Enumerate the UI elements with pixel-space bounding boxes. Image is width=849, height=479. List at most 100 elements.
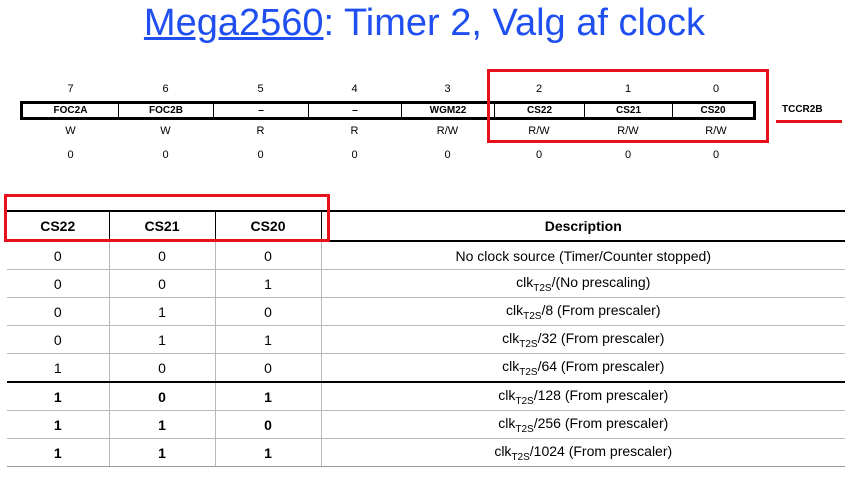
initial-value: 0 bbox=[257, 149, 264, 161]
initial-value: 0 bbox=[67, 149, 74, 161]
cell-cs21: 1 bbox=[109, 410, 216, 439]
bit-number: 2 bbox=[535, 83, 543, 95]
bit-number: 3 bbox=[444, 83, 451, 95]
initial-value: 0 bbox=[162, 149, 169, 161]
clk-text: clk bbox=[498, 414, 516, 431]
table-row: 1 1 1 clkT2S/1024 (From prescaler) bbox=[7, 438, 845, 467]
bit-name-reserved: – bbox=[309, 104, 402, 117]
cell-cs20: 1 bbox=[215, 325, 322, 354]
table-row: 1 0 1 clkT2S/128 (From prescaler) bbox=[7, 381, 845, 411]
clk-subscript: T2S bbox=[523, 310, 542, 322]
table-row: 0 1 0 clkT2S/8 (From prescaler) bbox=[7, 297, 845, 326]
cell-description: clkT2S/32 (From prescaler) bbox=[321, 325, 845, 354]
cell-cs20: 0 bbox=[215, 297, 322, 326]
rw-value: R/W bbox=[617, 125, 639, 137]
register-name: TCCR2B bbox=[782, 104, 823, 115]
initial-value: 0 bbox=[712, 149, 720, 161]
clk-text: clk bbox=[516, 273, 534, 290]
title-link[interactable]: Mega2560 bbox=[143, 2, 324, 44]
clk-subscript: T2S bbox=[515, 423, 534, 435]
header-cs21: CS21 bbox=[109, 210, 216, 242]
bit-number: 6 bbox=[162, 83, 169, 95]
cell-cs22: 0 bbox=[7, 325, 110, 354]
cell-cs22: 0 bbox=[7, 269, 110, 298]
cell-cs21: 1 bbox=[109, 297, 216, 326]
cell-cs21: 0 bbox=[109, 353, 216, 383]
bit-number: 1 bbox=[624, 83, 632, 95]
cell-cs21: 0 bbox=[109, 241, 216, 270]
description-text: /1024 (From prescaler) bbox=[529, 442, 673, 459]
table-row: 1 1 0 clkT2S/256 (From prescaler) bbox=[7, 410, 845, 439]
bit-name-foc2b: FOC2B bbox=[119, 104, 214, 117]
register-name-underline bbox=[776, 120, 842, 123]
cell-description: clkT2S/1024 (From prescaler) bbox=[321, 438, 845, 467]
bit-name-wgm22: WGM22 bbox=[402, 104, 495, 117]
rw-value: R bbox=[256, 125, 265, 137]
cell-cs22: 1 bbox=[7, 381, 110, 411]
cell-cs20: 0 bbox=[215, 241, 322, 270]
header-description: Description bbox=[321, 210, 845, 242]
clock-select-table: CS22 CS21 CS20 Description 0 0 0 No cloc… bbox=[7, 210, 845, 467]
bit-number: 4 bbox=[351, 83, 358, 95]
table-header-row: CS22 CS21 CS20 Description bbox=[7, 210, 845, 242]
rw-value: R/W bbox=[705, 125, 727, 137]
cell-cs22: 1 bbox=[7, 438, 110, 467]
clk-subscript: T2S bbox=[511, 451, 530, 463]
bit-number: 7 bbox=[67, 83, 74, 95]
cell-cs22: 0 bbox=[7, 241, 110, 270]
cell-cs20: 1 bbox=[215, 269, 322, 298]
description-text: No clock source (Timer/Counter stopped) bbox=[455, 247, 711, 264]
table-row: 0 1 1 clkT2S/32 (From prescaler) bbox=[7, 325, 845, 354]
clk-text: clk bbox=[502, 329, 520, 346]
cell-description: clkT2S/8 (From prescaler) bbox=[321, 297, 845, 326]
clk-subscript: T2S bbox=[515, 395, 534, 407]
bit-name-cs20: CS20 bbox=[700, 105, 726, 116]
rw-value: R/W bbox=[436, 125, 459, 137]
description-text: /128 (From prescaler) bbox=[533, 386, 669, 403]
cell-cs20: 1 bbox=[215, 438, 322, 467]
rw-value: W bbox=[65, 125, 76, 137]
bit-name-reserved: – bbox=[214, 104, 309, 117]
description-text: /32 (From prescaler) bbox=[537, 329, 665, 346]
highlight-box-cs-headers bbox=[4, 194, 330, 242]
cell-cs22: 0 bbox=[7, 297, 110, 326]
register-bit-numbers: 7 6 5 4 3 2 1 0 bbox=[23, 83, 753, 95]
cell-description: No clock source (Timer/Counter stopped) bbox=[321, 241, 845, 270]
cell-cs20: 0 bbox=[215, 410, 322, 439]
cell-cs21: 1 bbox=[109, 438, 216, 467]
cell-cs20: 1 bbox=[215, 381, 322, 411]
initial-value: 0 bbox=[444, 149, 451, 161]
bit-name-foc2a: FOC2A bbox=[23, 104, 119, 117]
clk-subscript: T2S bbox=[519, 366, 538, 378]
description-text: /(No prescaling) bbox=[551, 273, 651, 290]
table-row: 1 0 0 clkT2S/64 (From prescaler) bbox=[7, 353, 845, 383]
register-read-write: W W R R R/W R/W R/W R/W bbox=[23, 125, 753, 137]
page-title: Mega2560: Timer 2, Valg af clock bbox=[0, 2, 849, 45]
cell-description: clkT2S/(No prescaling) bbox=[321, 269, 845, 298]
bit-name-cs21: CS21 bbox=[585, 104, 673, 117]
description-text: /8 (From prescaler) bbox=[541, 301, 661, 318]
clk-text: clk bbox=[506, 301, 524, 318]
cell-description: clkT2S/64 (From prescaler) bbox=[321, 353, 845, 383]
cell-description: clkT2S/256 (From prescaler) bbox=[321, 410, 845, 439]
cell-cs21: 0 bbox=[109, 269, 216, 298]
clk-subscript: T2S bbox=[519, 338, 538, 350]
rw-value: R/W bbox=[528, 125, 550, 137]
bit-number: 5 bbox=[257, 83, 264, 95]
cell-cs22: 1 bbox=[7, 353, 110, 383]
initial-value: 0 bbox=[624, 149, 632, 161]
table-row: 0 0 1 clkT2S/(No prescaling) bbox=[7, 269, 845, 298]
title-rest: : Timer 2, Valg af clock bbox=[323, 2, 706, 44]
header-cs20: CS20 bbox=[215, 210, 322, 242]
cell-description: clkT2S/128 (From prescaler) bbox=[321, 381, 845, 411]
header-cs22: CS22 bbox=[7, 210, 110, 242]
initial-value: 0 bbox=[535, 149, 543, 161]
clk-text: clk bbox=[502, 357, 520, 374]
register-initial-values: 0 0 0 0 0 0 0 0 bbox=[23, 149, 753, 161]
register-bit-names: FOC2A FOC2B – – WGM22 CS22 CS21 CS20 bbox=[20, 101, 756, 120]
clk-text: clk bbox=[494, 442, 512, 459]
clk-text: clk bbox=[498, 386, 516, 403]
description-text: /256 (From prescaler) bbox=[533, 414, 669, 431]
description-text: /64 (From prescaler) bbox=[537, 357, 665, 374]
cell-cs20: 0 bbox=[215, 353, 322, 383]
